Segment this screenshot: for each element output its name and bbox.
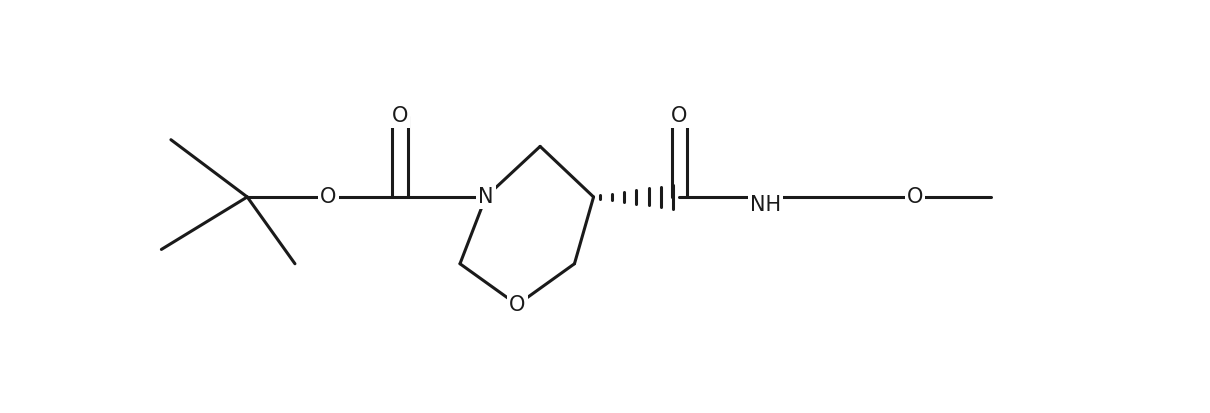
Text: O: O <box>392 106 408 126</box>
Text: NH: NH <box>750 195 780 215</box>
Text: O: O <box>321 187 336 207</box>
Text: O: O <box>509 295 525 315</box>
Text: O: O <box>672 106 687 126</box>
Text: O: O <box>906 187 923 207</box>
Text: N: N <box>478 187 494 207</box>
